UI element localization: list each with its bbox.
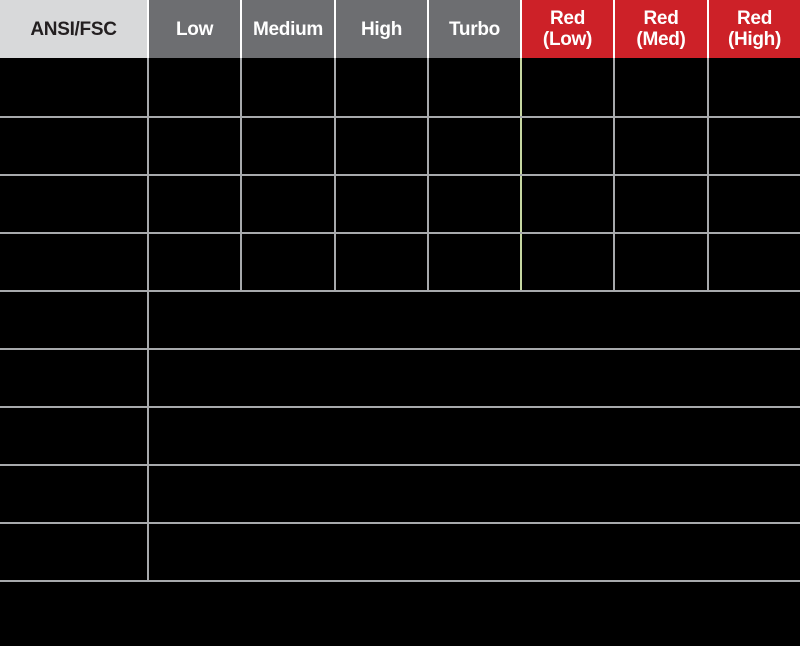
table-cell (707, 58, 800, 116)
table-cell (520, 234, 613, 290)
table-cell (613, 118, 707, 174)
table-cell (334, 118, 427, 174)
table-row-merged (0, 348, 800, 406)
table-cell (520, 118, 613, 174)
table-cell (427, 118, 520, 174)
header-label-line1: Red (737, 8, 772, 29)
table-cell (147, 176, 240, 232)
header-cell-red-low: Red (Low) (520, 0, 613, 58)
header-label-line2: (High) (727, 29, 782, 50)
table-cell (334, 176, 427, 232)
table-row (0, 232, 800, 290)
table-cell (613, 58, 707, 116)
table-cell (427, 234, 520, 290)
table-cell (0, 58, 147, 116)
table-cell (0, 176, 147, 232)
table-cell (0, 524, 147, 580)
table-cell (0, 234, 147, 290)
table-cell (613, 176, 707, 232)
table-cell (240, 176, 334, 232)
table-cell (334, 234, 427, 290)
table-cell-merged (147, 524, 800, 580)
table-cell-merged (147, 350, 800, 406)
header-cell-red-high: Red (High) (707, 0, 800, 58)
table-cell (0, 408, 147, 464)
header-cell-red-med: Red (Med) (613, 0, 707, 58)
header-cell-ansi-fsc: ANSI/FSC (0, 0, 147, 58)
table-row-merged (0, 522, 800, 580)
table-cell-merged (147, 466, 800, 522)
table-cell (240, 234, 334, 290)
footer-band (0, 580, 800, 646)
header-cell-medium: Medium (240, 0, 334, 58)
header-label-line2: (Med) (636, 29, 686, 50)
header-label: ANSI/FSC (30, 18, 117, 40)
header-cell-turbo: Turbo (427, 0, 520, 58)
header-label: Turbo (449, 18, 500, 40)
header-cell-high: High (334, 0, 427, 58)
table-cell (147, 234, 240, 290)
table-row (0, 116, 800, 174)
header-label: Low (175, 18, 214, 40)
table-cell (147, 118, 240, 174)
table-row-merged (0, 290, 800, 348)
table-cell (427, 176, 520, 232)
table-cell (427, 58, 520, 116)
table-row (0, 58, 800, 116)
table-cell-merged (147, 408, 800, 464)
table-row (0, 174, 800, 232)
table-cell (240, 58, 334, 116)
table-cell (0, 466, 147, 522)
table-cell (613, 234, 707, 290)
table-header-row: ANSI/FSC Low Medium High Turbo Red (Low)… (0, 0, 800, 58)
header-label: Medium (253, 18, 323, 40)
table-cell (520, 176, 613, 232)
table-cell (707, 234, 800, 290)
table-cell-merged (147, 292, 800, 348)
header-label-line1: Red (643, 8, 679, 29)
table-cell (707, 176, 800, 232)
table-cell (0, 118, 147, 174)
table-cell (707, 118, 800, 174)
table-cell (334, 58, 427, 116)
table-cell (520, 58, 613, 116)
table-cell (0, 350, 147, 406)
table-row-merged (0, 406, 800, 464)
header-label-line1: Red (550, 8, 585, 29)
header-cell-low: Low (147, 0, 240, 58)
table-cell (0, 292, 147, 348)
table-cell (240, 118, 334, 174)
table-row-merged (0, 464, 800, 522)
header-label: High (360, 18, 402, 40)
header-label-line2: (Low) (542, 29, 593, 50)
table-cell (147, 58, 240, 116)
